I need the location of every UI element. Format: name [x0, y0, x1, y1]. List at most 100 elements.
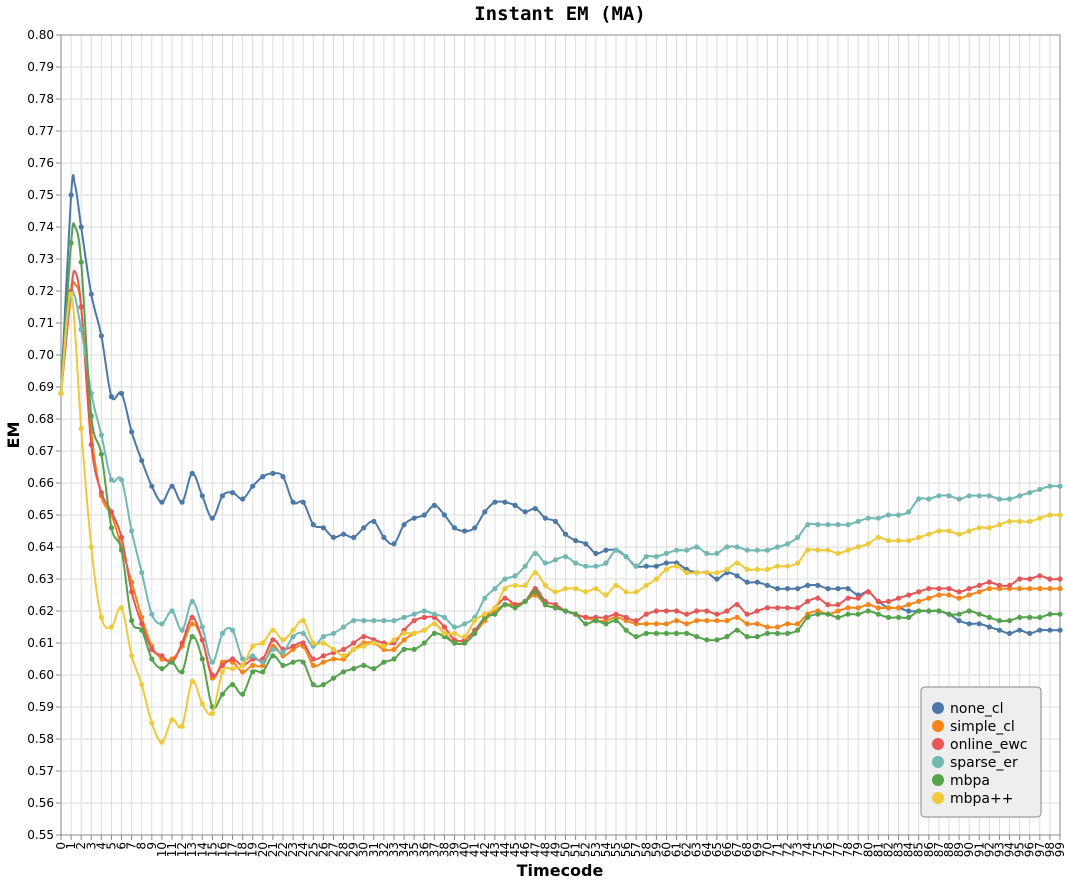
data-point[interactable]: [310, 522, 316, 528]
data-point[interactable]: [401, 630, 407, 637]
legend-item-none_cl[interactable]: none_cl: [932, 701, 1004, 717]
data-point[interactable]: [895, 614, 902, 621]
data-point[interactable]: [441, 512, 448, 518]
data-point[interactable]: [744, 634, 750, 640]
data-point[interactable]: [633, 634, 639, 640]
data-point[interactable]: [209, 710, 215, 717]
data-point[interactable]: [734, 544, 740, 550]
data-point[interactable]: [351, 534, 357, 541]
data-point[interactable]: [1006, 618, 1013, 624]
data-point[interactable]: [421, 608, 427, 614]
data-point[interactable]: [270, 470, 276, 476]
data-point[interactable]: [361, 662, 367, 669]
data-point[interactable]: [351, 646, 357, 653]
data-point[interactable]: [411, 618, 417, 624]
data-point[interactable]: [552, 557, 559, 563]
data-point[interactable]: [391, 541, 397, 547]
data-point[interactable]: [704, 570, 710, 576]
data-point[interactable]: [855, 605, 861, 611]
data-point[interactable]: [734, 614, 740, 621]
data-point[interactable]: [593, 618, 599, 624]
data-point[interactable]: [411, 630, 417, 637]
data-point[interactable]: [189, 678, 195, 685]
data-point[interactable]: [744, 611, 750, 617]
data-point[interactable]: [562, 608, 569, 614]
data-point[interactable]: [966, 608, 972, 614]
legend-item-sparse_er[interactable]: sparse_er: [932, 755, 1018, 771]
data-point[interactable]: [129, 429, 135, 435]
data-point[interactable]: [361, 618, 367, 624]
data-point[interactable]: [956, 595, 962, 601]
data-point[interactable]: [835, 550, 841, 557]
legend-item-simple_cl[interactable]: simple_cl: [932, 719, 1015, 735]
data-point[interactable]: [724, 634, 730, 640]
data-point[interactable]: [996, 582, 1003, 589]
data-point[interactable]: [906, 602, 912, 608]
data-point[interactable]: [270, 653, 276, 659]
data-point[interactable]: [916, 598, 922, 605]
data-point[interactable]: [1037, 627, 1043, 633]
data-point[interactable]: [229, 490, 236, 496]
data-point[interactable]: [542, 582, 548, 589]
data-point[interactable]: [805, 598, 811, 605]
data-point[interactable]: [986, 525, 992, 531]
data-point[interactable]: [512, 605, 518, 611]
data-point[interactable]: [310, 640, 316, 646]
data-point[interactable]: [108, 509, 115, 515]
data-point[interactable]: [835, 522, 841, 528]
legend-item-online_ewc[interactable]: online_ewc: [932, 737, 1027, 753]
data-point[interactable]: [916, 534, 922, 541]
data-point[interactable]: [98, 490, 104, 496]
data-point[interactable]: [361, 643, 367, 649]
data-point[interactable]: [472, 630, 478, 637]
data-point[interactable]: [613, 611, 619, 617]
data-point[interactable]: [623, 627, 629, 633]
data-point[interactable]: [472, 525, 478, 531]
data-point[interactable]: [159, 499, 165, 505]
data-point[interactable]: [673, 630, 680, 637]
data-point[interactable]: [441, 630, 448, 637]
data-point[interactable]: [280, 662, 286, 669]
data-point[interactable]: [482, 595, 488, 601]
data-point[interactable]: [603, 614, 609, 621]
data-point[interactable]: [1057, 586, 1063, 592]
data-point[interactable]: [986, 624, 992, 630]
data-point[interactable]: [1006, 518, 1013, 525]
data-point[interactable]: [78, 224, 84, 230]
data-point[interactable]: [502, 602, 508, 608]
data-point[interactable]: [673, 563, 680, 569]
data-point[interactable]: [250, 662, 256, 669]
data-point[interactable]: [906, 509, 912, 515]
data-point[interactable]: [1047, 576, 1053, 582]
data-point[interactable]: [219, 669, 226, 675]
data-point[interactable]: [129, 528, 135, 534]
data-point[interactable]: [340, 646, 347, 653]
legend-item-mbpa[interactable]: mbpa: [932, 773, 990, 789]
data-point[interactable]: [926, 531, 932, 537]
data-point[interactable]: [260, 659, 266, 665]
data-point[interactable]: [704, 618, 710, 624]
data-point[interactable]: [502, 595, 508, 601]
data-point[interactable]: [704, 637, 710, 643]
data-point[interactable]: [573, 538, 579, 544]
data-point[interactable]: [260, 474, 266, 480]
data-point[interactable]: [1057, 611, 1063, 617]
data-point[interactable]: [764, 547, 770, 553]
data-point[interactable]: [663, 550, 670, 557]
data-point[interactable]: [391, 637, 397, 643]
data-point[interactable]: [310, 656, 316, 662]
data-point[interactable]: [895, 605, 902, 611]
data-point[interactable]: [189, 614, 195, 621]
data-point[interactable]: [694, 544, 700, 550]
data-point[interactable]: [623, 589, 629, 595]
data-point[interactable]: [704, 550, 710, 557]
data-point[interactable]: [179, 499, 185, 505]
data-point[interactable]: [906, 614, 912, 621]
data-point[interactable]: [774, 563, 781, 569]
data-point[interactable]: [643, 554, 649, 560]
data-point[interactable]: [815, 595, 821, 601]
data-point[interactable]: [270, 627, 276, 633]
data-point[interactable]: [885, 598, 892, 605]
data-point[interactable]: [744, 579, 750, 585]
data-point[interactable]: [1006, 582, 1013, 589]
